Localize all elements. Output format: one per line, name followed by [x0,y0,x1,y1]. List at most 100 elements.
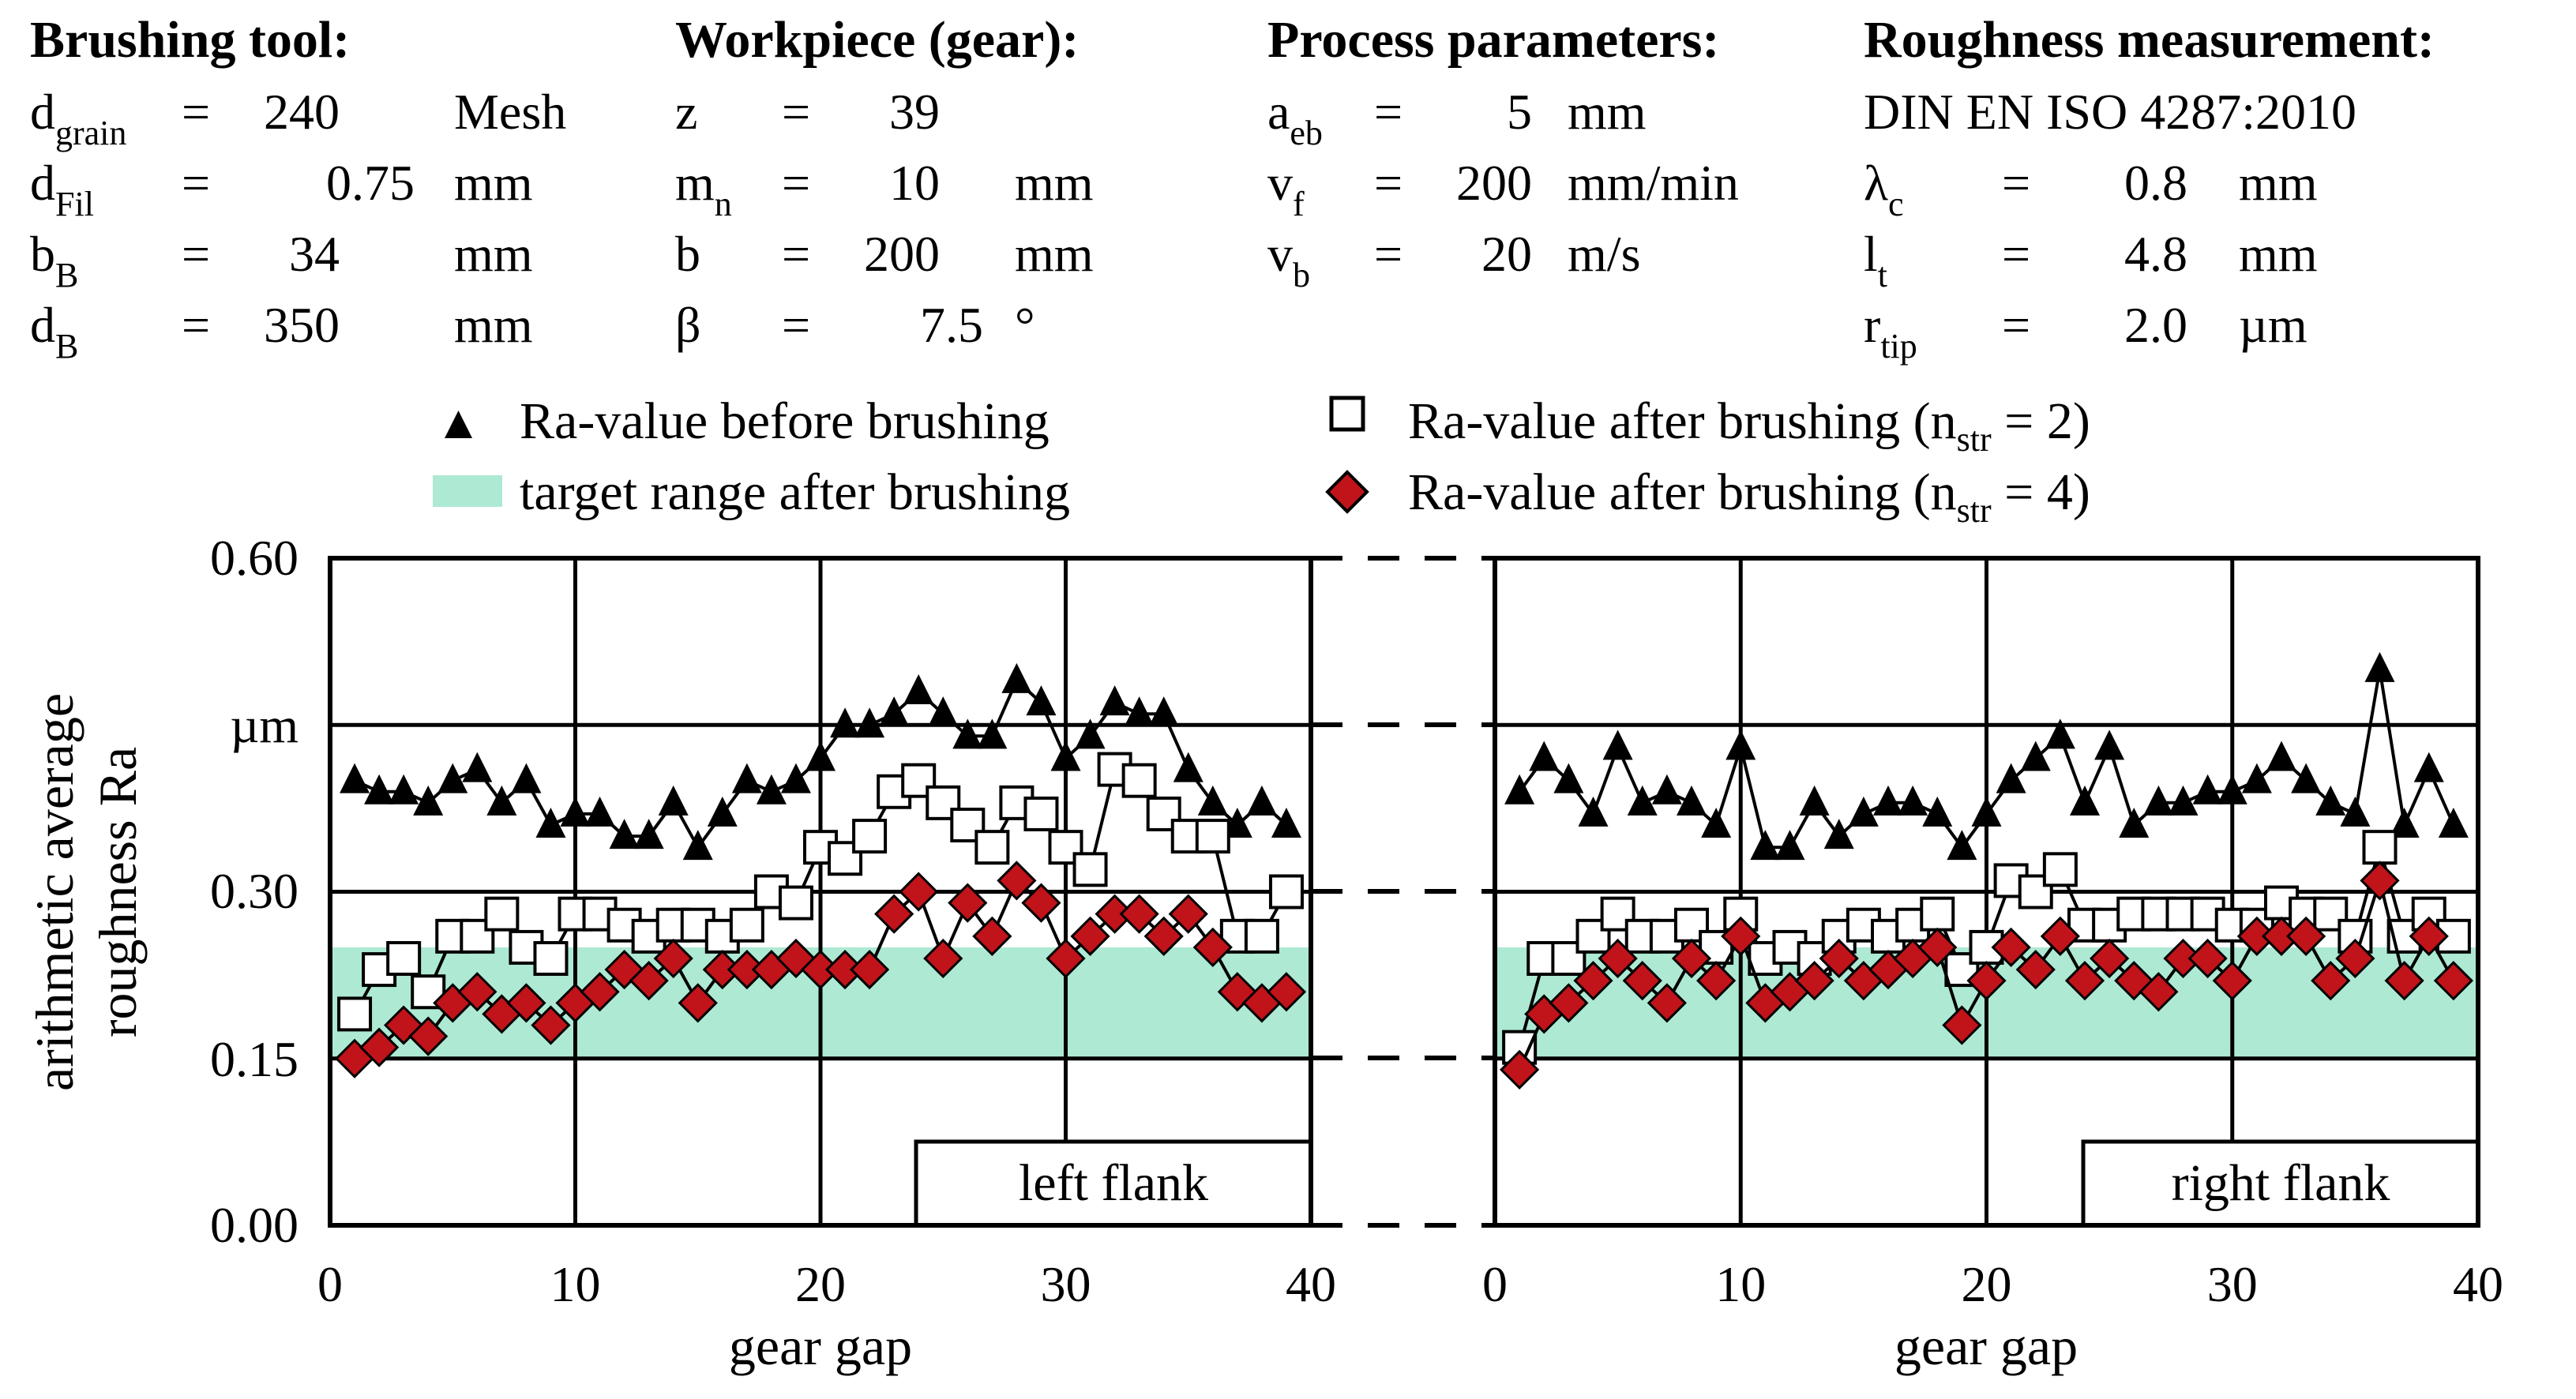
data-point-triangle [535,808,566,838]
series-diamond [334,861,1307,1078]
data-point-triangle [1578,796,1609,827]
data-point-diamond [1942,1005,1982,1045]
data-point-square [1268,874,1304,910]
data-point-square [778,885,813,921]
data-point-triangle [1774,830,1805,861]
param-row: mn = 10 mm [675,155,1094,223]
data-point-triangle [2119,808,2150,838]
data-point-triangle [1124,696,1155,727]
svg-text:Mesh: Mesh [454,84,566,140]
roughness-block: Roughness measurement: DIN EN ISO 4287:2… [1864,11,2435,366]
data-point-triangle [560,796,591,827]
data-point-diamond [1500,1049,1540,1090]
data-point-diamond [1119,894,1159,934]
svg-text:=: = [782,226,810,282]
svg-text:mm: mm [454,297,533,353]
param-row: bB = 34 mm [30,226,533,294]
series-triangle [1504,651,2469,861]
data-point-triangle [2168,785,2199,816]
legend-label-after4: Ra-value after brushing (nstr = 4) [1408,463,2090,530]
data-point-triangle [1001,662,1032,693]
svg-text:m/s: m/s [1568,226,1640,282]
diamond-legend-icon [1325,470,1369,514]
process-title: Process parameters: [1267,11,1719,69]
svg-text:=: = [1374,84,1403,140]
y-axis-label: arithmetic average roughness Ra [24,693,148,1091]
data-point-square [950,808,986,842]
svg-text:mm: mm [1015,226,1094,282]
workpiece-block: Workpiece (gear): z = 39 mn = 10 mm b = … [675,11,1094,353]
series-diamond [1500,861,2473,1090]
data-point-triangle [340,763,370,793]
x-tick-labels: 0 10 20 30 40 [1482,1256,2503,1312]
data-point-diamond [2360,861,2400,901]
x-tick-label: 10 [550,1256,601,1312]
svg-text:=: = [782,297,810,353]
data-point-diamond [1671,938,1712,979]
data-point-triangle [2315,785,2346,816]
data-point-diamond [1046,938,1086,979]
data-point-triangle [2143,785,2174,816]
data-point-triangle [1873,785,1903,816]
data-point-diamond [1266,972,1307,1012]
data-point-square [852,819,888,854]
data-point-triangle [805,741,836,771]
data-point-triangle [1173,752,1204,782]
data-point-square [533,941,569,976]
svg-text:=: = [182,84,210,140]
data-point-triangle [1246,785,1277,816]
legend: Ra-value before brushing target range af… [433,392,2090,530]
data-point-triangle [2413,752,2444,782]
data-point-diamond [2433,961,2473,1001]
svg-text:arithmetic average: arithmetic average [24,693,84,1091]
data-point-triangle [364,774,395,805]
series-triangle [340,662,1301,861]
param-row: dFil = 0.75 mm [30,155,533,223]
svg-text:λc: λc [1864,155,1904,223]
svg-text:=: = [182,297,210,353]
data-point-triangle [682,830,713,861]
svg-text:=: = [182,226,210,282]
data-point-diamond [2311,961,2351,1001]
svg-text:mm: mm [1568,84,1647,140]
param-row: vb = 20 m/s [1267,226,1640,294]
data-point-square [1920,896,1955,932]
data-point-diamond [2286,916,2326,956]
x-axis-label: gear gap [729,1316,912,1376]
data-point-square [1121,763,1157,798]
data-point-square [974,830,1010,865]
svg-text:mn: mn [675,155,732,223]
data-point-diamond [997,861,1037,901]
data-point-diamond [1192,927,1233,968]
data-point-triangle [2241,763,2272,793]
data-point-triangle [1799,785,1830,816]
svg-text:vf: vf [1267,155,1305,223]
data-point-diamond [1991,927,2031,968]
svg-text:z: z [675,84,697,140]
data-point-triangle [707,796,738,827]
data-point-triangle [1750,830,1781,861]
roughness-standard: DIN EN ISO 4287:2010 [1864,84,2356,140]
data-point-diamond [2040,916,2080,956]
data-point-triangle [658,785,689,816]
data-point-diamond [1021,883,1061,923]
data-point-diamond [1647,983,1687,1023]
data-point-triangle [1553,763,1584,793]
y-tick-labels: 0.60 µm 0.30 0.15 0.00 [210,530,299,1253]
data-point-triangle [511,763,542,793]
data-point-diamond [1598,938,1638,979]
y-tick-label: 0.60 [210,530,299,586]
data-point-triangle [1996,763,2026,793]
svg-text:10: 10 [889,155,940,211]
data-point-square [337,996,373,1032]
data-point-triangle [1602,730,1633,760]
panel-label: right flank [2172,1154,2390,1212]
data-point-square [1072,852,1108,887]
data-point-triangle [1701,808,1732,838]
svg-text:39: 39 [889,84,940,140]
square-legend-icon [1329,396,1365,432]
svg-text:b: b [675,226,700,282]
param-row: β = 7.5 ° [675,297,1035,353]
data-point-triangle [1971,796,2002,827]
